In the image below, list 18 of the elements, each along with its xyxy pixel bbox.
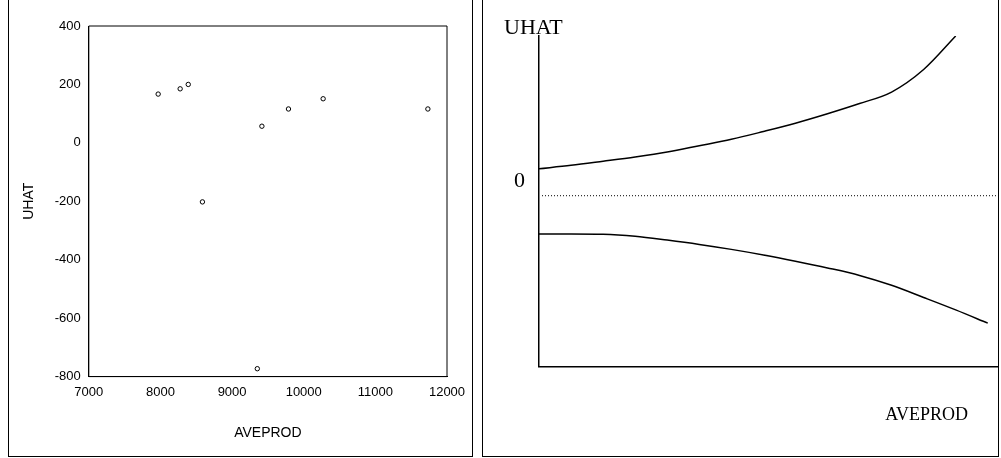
x-tick-label: 7000 [74, 383, 104, 399]
y-tick-label: 0 [73, 134, 81, 150]
x-tick-label: 8000 [145, 383, 175, 399]
y-tick-label: -800 [54, 368, 81, 384]
y-tick-label: 200 [59, 76, 81, 92]
y-tick-label: 400 [59, 17, 81, 33]
y-tick-label: -400 [54, 251, 81, 267]
x-tick-label: 10000 [285, 383, 322, 399]
ref-line-label: 0 [514, 167, 525, 193]
x-tick-label: 11000 [357, 383, 393, 399]
y-tick-label: -200 [54, 192, 81, 208]
x-axis-title: AVEPROD [234, 424, 302, 441]
x-tick-label: 9000 [217, 383, 247, 399]
x-tick-label: 12000 [428, 383, 466, 399]
chart-title: UHAT [504, 14, 564, 39]
y-tick-label: -600 [54, 309, 81, 325]
y-axis-title: UHAT [20, 182, 37, 220]
x-axis-title: AVEPROD [885, 404, 968, 424]
